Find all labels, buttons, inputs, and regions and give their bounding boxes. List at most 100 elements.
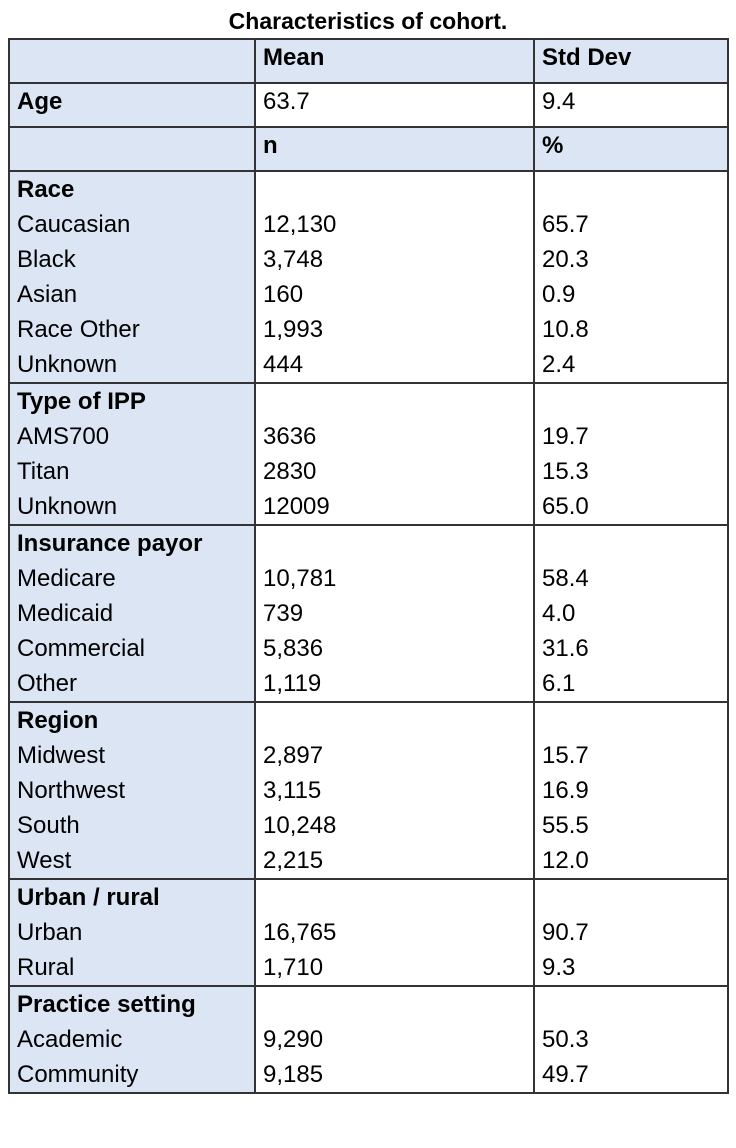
row-label: Midwest bbox=[17, 742, 106, 769]
row-label: Black bbox=[17, 246, 76, 273]
row-label: West bbox=[17, 847, 72, 874]
row-n: 9,290 bbox=[263, 1026, 324, 1053]
row-label: Race Other bbox=[17, 316, 140, 343]
group-label-cell: Race Caucasian Black Asian Race Other Unknown bbox=[8, 170, 256, 384]
row-n: 3636 bbox=[263, 423, 317, 450]
row-n: 5,836 bbox=[263, 635, 324, 662]
row-label: Rural bbox=[17, 954, 75, 981]
row-n: 444 bbox=[263, 351, 304, 378]
group-row: Insurance payor Medicare Medicaid Commercia… bbox=[8, 524, 729, 703]
row-percent: 19.7 bbox=[542, 423, 589, 450]
group-percent-cell: 65.7 20.3 0.9 10.8 2.4 bbox=[533, 170, 729, 384]
spacer bbox=[263, 384, 533, 419]
row-n: 10,781 bbox=[263, 565, 337, 592]
group-percent-cell: 50.3 49.7 bbox=[533, 985, 729, 1094]
row-percent: 9.3 bbox=[542, 954, 576, 981]
group-percent-cell: 90.7 9.3 bbox=[533, 878, 729, 987]
age-mean: 63.7 bbox=[254, 82, 535, 128]
group-n-cell: 12,130 3,748 160 1,993 444 bbox=[254, 170, 535, 384]
row-label: Northwest bbox=[17, 777, 126, 804]
group-row: Region Midwest Northwest South West 2,897 3,11… bbox=[8, 701, 729, 880]
header-row: Mean Std Dev bbox=[8, 38, 729, 84]
row-n: 16,765 bbox=[263, 919, 337, 946]
row-percent: 15.3 bbox=[542, 458, 589, 485]
row-n: 12009 bbox=[263, 493, 330, 520]
group-row: Urban / rural Urban Rural 16,765 1,710 90.7 9.… bbox=[8, 878, 729, 987]
spacer bbox=[542, 880, 727, 915]
row-label: Titan bbox=[17, 458, 70, 485]
group-label-cell: Practice setting Academic Community bbox=[8, 985, 256, 1094]
row-n: 9,185 bbox=[263, 1061, 324, 1088]
table-title: Characteristics of cohort. bbox=[228, 8, 508, 34]
group-n-cell: 10,781 739 5,836 1,119 bbox=[254, 524, 535, 703]
row-n: 1,710 bbox=[263, 954, 324, 981]
row-label: Academic bbox=[17, 1026, 123, 1053]
row-label: South bbox=[17, 812, 80, 839]
row-n: 1,993 bbox=[263, 316, 324, 343]
table-body: Mean Std Dev Age 63.7 9.4 n % Race Caucas… bbox=[8, 38, 729, 1094]
header-std-dev: Std Dev bbox=[533, 38, 729, 84]
row-n: 160 bbox=[263, 281, 304, 308]
row-n: 12,130 bbox=[263, 211, 337, 238]
row-label: Unknown bbox=[17, 493, 118, 520]
row-percent: 6.1 bbox=[542, 670, 576, 697]
group-percent-cell: 19.7 15.3 65.0 bbox=[533, 382, 729, 526]
spacer bbox=[263, 703, 533, 738]
spacer bbox=[263, 880, 533, 915]
row-percent: 65.7 bbox=[542, 211, 589, 238]
spacer bbox=[542, 987, 727, 1022]
group-percent-cell: 15.7 16.9 55.5 12.0 bbox=[533, 701, 729, 880]
group-percent-cell: 58.4 4.0 31.6 6.1 bbox=[533, 524, 729, 703]
spacer bbox=[263, 987, 533, 1022]
spacer bbox=[263, 172, 533, 207]
row-percent: 49.7 bbox=[542, 1061, 589, 1088]
row-percent: 55.5 bbox=[542, 812, 589, 839]
row-n: 10,248 bbox=[263, 812, 337, 839]
row-percent: 10.8 bbox=[542, 316, 589, 343]
spacer bbox=[542, 172, 727, 207]
row-percent: 31.6 bbox=[542, 635, 589, 662]
row-percent: 12.0 bbox=[542, 847, 589, 874]
row-percent: 50.3 bbox=[542, 1026, 589, 1053]
row-label: Commercial bbox=[17, 635, 146, 662]
group-title: Type of IPP bbox=[17, 388, 146, 415]
row-percent: 0.9 bbox=[542, 281, 576, 308]
row-percent: 4.0 bbox=[542, 600, 576, 627]
group-title: Urban / rural bbox=[17, 884, 160, 911]
row-percent: 65.0 bbox=[542, 493, 589, 520]
row-label: Asian bbox=[17, 281, 78, 308]
group-row: Practice setting Academic Community 9,290 9,… bbox=[8, 985, 729, 1094]
subheader-n: n bbox=[254, 126, 535, 172]
row-percent: 16.9 bbox=[542, 777, 589, 804]
group-label-cell: Type of IPP AMS700 Titan Unknown bbox=[8, 382, 256, 526]
age-row: Age 63.7 9.4 bbox=[8, 82, 729, 128]
row-n: 3,748 bbox=[263, 246, 324, 273]
age-std-dev: 9.4 bbox=[533, 82, 729, 128]
group-label-cell: Insurance payor Medicare Medicaid Commercia… bbox=[8, 524, 256, 703]
row-n: 739 bbox=[263, 600, 304, 627]
group-n-cell: 16,765 1,710 bbox=[254, 878, 535, 987]
spacer bbox=[263, 526, 533, 561]
row-percent: 20.3 bbox=[542, 246, 589, 273]
row-n: 3,115 bbox=[263, 777, 322, 804]
row-label: Other bbox=[17, 670, 78, 697]
row-n: 2,897 bbox=[263, 742, 324, 769]
group-title: Race bbox=[17, 176, 75, 203]
group-title: Region bbox=[17, 707, 99, 734]
row-percent: 15.7 bbox=[542, 742, 589, 769]
subheader-percent: % bbox=[533, 126, 729, 172]
row-label: Urban bbox=[17, 919, 83, 946]
row-percent: 2.4 bbox=[542, 351, 576, 378]
group-label-cell: Urban / rural Urban Rural bbox=[8, 878, 256, 987]
row-percent: 58.4 bbox=[542, 565, 589, 592]
group-n-cell: 9,290 9,185 bbox=[254, 985, 535, 1094]
row-n: 2,215 bbox=[263, 847, 324, 874]
group-row: Race Caucasian Black Asian Race Other Unknown… bbox=[8, 170, 729, 384]
row-percent: 90.7 bbox=[542, 919, 589, 946]
row-label: Medicaid bbox=[17, 600, 114, 627]
row-label: Medicare bbox=[17, 565, 116, 592]
group-title: Practice setting bbox=[17, 991, 196, 1018]
row-label: Caucasian bbox=[17, 211, 131, 238]
row-label: Community bbox=[17, 1061, 139, 1088]
group-n-cell: 3636 2830 12009 bbox=[254, 382, 535, 526]
